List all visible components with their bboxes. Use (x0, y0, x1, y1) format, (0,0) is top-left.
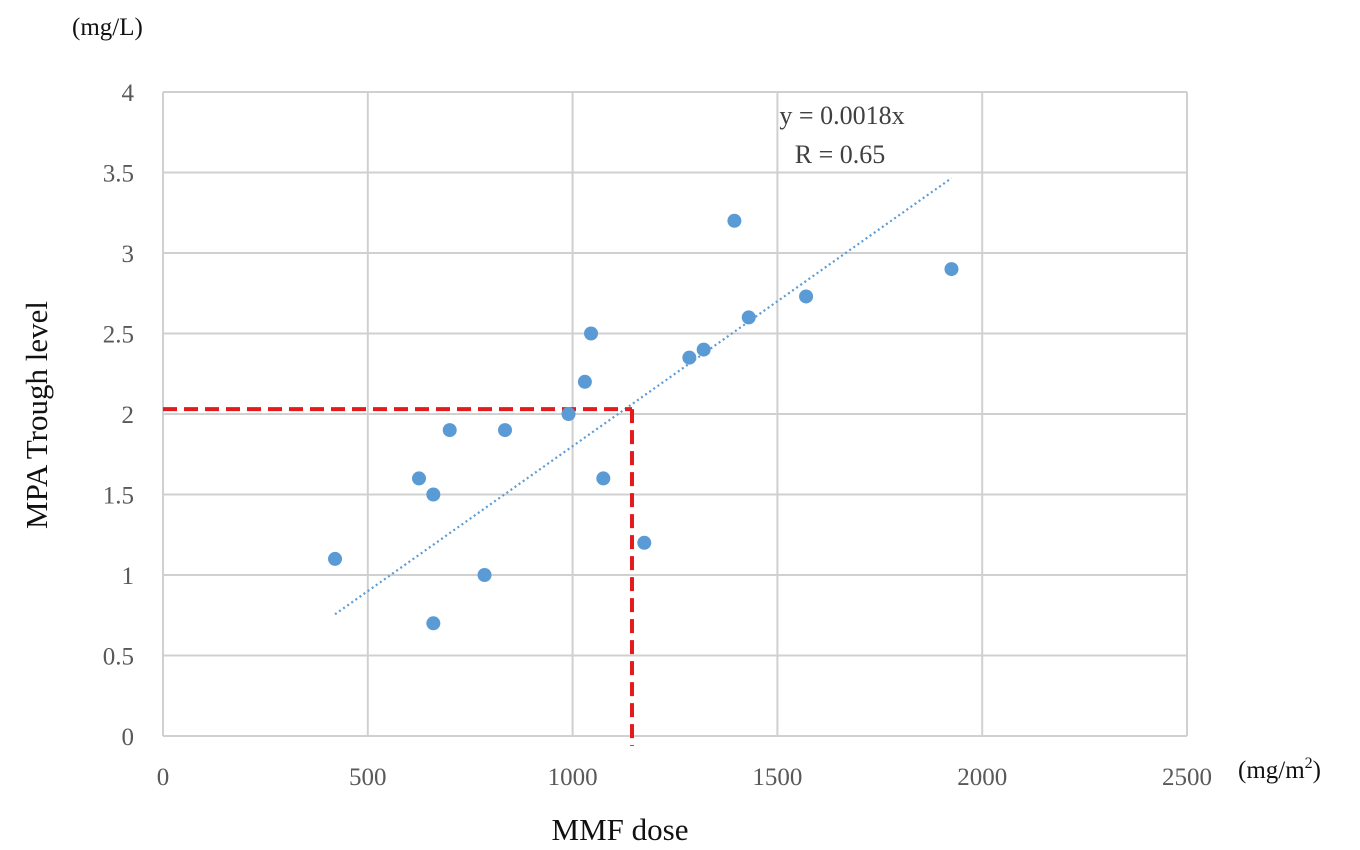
grid-lines (162, 91, 1188, 737)
y-tick-label: 1 (122, 563, 135, 590)
x-unit-text: (mg/m (1238, 757, 1305, 784)
x-tick-label: 1500 (752, 764, 802, 791)
reference-lines-group (163, 407, 634, 746)
y-tick-label: 1.5 (103, 483, 134, 510)
data-point (637, 535, 652, 550)
y-tick-label: 3.5 (103, 161, 134, 188)
data-point (426, 616, 441, 631)
y-tick-label: 0 (122, 724, 135, 751)
trendline-equation: y = 0.0018x (779, 101, 904, 130)
data-point (596, 471, 611, 486)
y-tick-label: 3 (122, 241, 135, 268)
data-point (799, 289, 814, 304)
data-point (696, 342, 711, 357)
trendline-group (334, 177, 953, 616)
data-points (328, 213, 959, 631)
y-tick-label: 2 (122, 402, 135, 429)
x-tick-label: 2000 (957, 764, 1007, 791)
y-tick-label: 0.5 (103, 644, 134, 671)
y-tick-labels: 0 0.5 1 1.5 2 2.5 3 3.5 4 (103, 80, 135, 751)
data-point (426, 487, 441, 502)
x-tick-label: 2500 (1162, 764, 1212, 791)
y-unit-label: (mg/L) (72, 14, 143, 41)
data-point (727, 213, 742, 228)
x-tick-labels: 0 500 1000 1500 2000 2500 (157, 764, 1212, 791)
x-unit-close: ) (1313, 757, 1321, 784)
correlation-label: R = 0.65 (795, 140, 886, 169)
x-tick-label: 0 (157, 764, 170, 791)
x-axis-title: MMF dose (552, 812, 689, 847)
x-tick-label: 1000 (548, 764, 598, 791)
data-point (498, 423, 513, 438)
data-point (584, 326, 599, 341)
data-point (944, 262, 959, 277)
data-point (412, 471, 426, 486)
y-tick-label: 2.5 (103, 322, 134, 349)
trendline (334, 177, 953, 616)
data-point (328, 551, 343, 566)
data-point (682, 350, 697, 365)
x-tick-label: 500 (349, 764, 387, 791)
data-point (477, 568, 492, 582)
data-point (741, 310, 756, 325)
data-point (442, 423, 457, 438)
data-point (577, 374, 592, 389)
x-unit-label: (mg/m2) (1238, 755, 1321, 784)
x-unit-superscript: 2 (1305, 755, 1313, 772)
y-axis-title: MPA Trough level (19, 301, 54, 529)
y-tick-label: 4 (122, 80, 135, 107)
data-point (561, 407, 576, 421)
